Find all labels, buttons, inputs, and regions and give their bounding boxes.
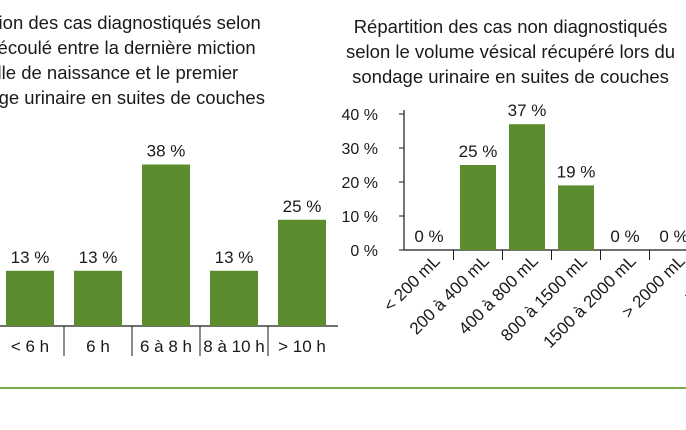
chart1-data-label-2: 38 % — [147, 142, 186, 161]
chart2-ytick-label-4: 40 % — [342, 107, 378, 124]
chart1-bar-0 — [6, 270, 54, 326]
chart2-ytick-label-2: 20 % — [342, 175, 378, 192]
chart2-bar-1 — [460, 165, 496, 250]
chart1-title-line-1: rtition des cas diagnostiqués selon — [0, 12, 261, 33]
chart2-title-line-3: sondage urinaire en suites de couches — [352, 66, 669, 87]
chart1-title-line-2: ai écoulé entre la dernière miction — [0, 37, 256, 58]
chart1-tick-label-3: 8 à 10 h — [203, 337, 264, 356]
chart1-tick-label-0: < 6 h — [11, 337, 49, 356]
chart1-title: rtition des cas diagnostiqués selon ai é… — [0, 10, 265, 110]
chart2-data-label-5: 0 % — [659, 227, 686, 246]
chart1-data-label-4: 25 % — [283, 197, 322, 216]
chart1-data-label-0: 13 % — [11, 248, 50, 267]
chart2-data-label-3: 19 % — [557, 162, 596, 181]
chart2-data-label-4: 0 % — [610, 227, 639, 246]
chart2-ytick-label-3: 30 % — [342, 141, 378, 158]
chart1-bar-3 — [210, 270, 258, 326]
chart2-ytick-label-0: 0 % — [350, 243, 378, 260]
chart2-data-label-0: 0 % — [414, 227, 443, 246]
chart2-tick-label-3: 800 à 1500 mL — [497, 251, 591, 345]
chart2-data-label-2: 37 % — [508, 101, 547, 120]
chart2-bar-3 — [558, 185, 594, 250]
chart2-ytick-label-1: 10 % — [342, 209, 378, 226]
chart1-tick-label-2: 6 à 8 h — [140, 337, 192, 356]
chart2-data-label-1: 25 % — [459, 142, 498, 161]
chart1-bar-2 — [142, 164, 190, 326]
chart2-title: Répartition des cas non diagnostiqués se… — [346, 14, 675, 89]
chart2-bar-2 — [509, 124, 545, 250]
chart1-tick-label-4: > 10 h — [278, 337, 326, 356]
chart1-bar-4 — [278, 219, 326, 326]
chart1-bar-1 — [74, 270, 122, 326]
chart2-title-line-2: selon le volume vésical récupéré lors du — [346, 41, 676, 62]
chart1-title-line-3: salle de naissance et le premier — [0, 62, 239, 83]
chart1-data-label-1: 13 % — [79, 248, 118, 267]
chart1-data-label-3: 13 % — [215, 248, 254, 267]
chart1-tick-label-1: 6 h — [86, 337, 110, 356]
chart2-title-line-1: Répartition des cas non diagnostiqués — [353, 16, 668, 37]
chart1-title-line-4: dage urinaire en suites de couches — [0, 87, 265, 108]
